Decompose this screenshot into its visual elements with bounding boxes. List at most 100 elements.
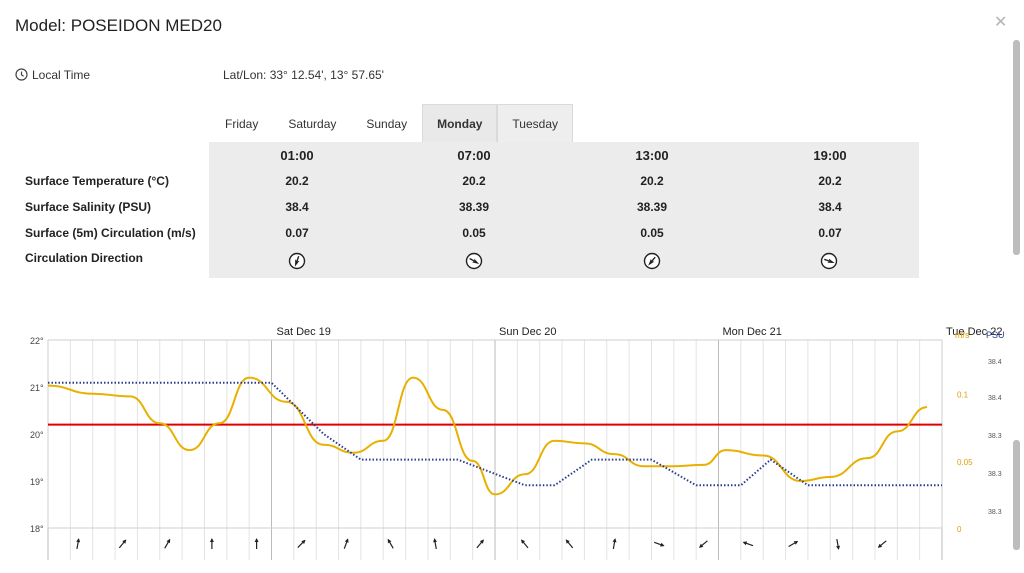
wind-arrow bbox=[476, 539, 484, 549]
forecast-panel bbox=[209, 142, 919, 278]
wind-arrow bbox=[788, 540, 799, 548]
speed-tick-label: 0.05 bbox=[957, 458, 973, 467]
direction-icon bbox=[643, 252, 661, 270]
time-header: 13:00 bbox=[635, 148, 669, 163]
series-line-salinity bbox=[48, 381, 942, 487]
arrow-head bbox=[827, 258, 835, 264]
y-tick-label: 18° bbox=[30, 524, 44, 534]
arrow-head bbox=[294, 259, 300, 267]
time-header: 19:00 bbox=[813, 148, 847, 163]
salinity-value: 38.4 bbox=[818, 200, 842, 214]
wind-arrow bbox=[209, 538, 214, 549]
wind-arrow-head bbox=[479, 539, 484, 544]
wind-arrow bbox=[653, 541, 665, 547]
speed-tick-label: 0 bbox=[957, 525, 962, 534]
wind-arrow bbox=[742, 541, 754, 547]
plot-border bbox=[47, 339, 943, 529]
circulation-value: 0.07 bbox=[285, 226, 309, 240]
direction-arrow bbox=[824, 258, 835, 264]
time-header: 01:00 bbox=[280, 148, 314, 163]
wind-arrow-head bbox=[877, 543, 883, 548]
scrollbar-lower[interactable] bbox=[1013, 440, 1020, 550]
tab-monday[interactable]: Monday bbox=[422, 104, 498, 142]
salinity-tick-label: 38.3 bbox=[988, 509, 1002, 516]
circulation-value: 0.07 bbox=[818, 226, 842, 240]
direction-arrow bbox=[648, 256, 656, 266]
direction-icon bbox=[465, 252, 483, 270]
temperature-value: 20.2 bbox=[462, 174, 486, 188]
y-tick-label: 22° bbox=[30, 336, 44, 346]
temperature-value: 20.2 bbox=[818, 174, 842, 188]
time-header: 07:00 bbox=[457, 148, 491, 163]
salinity-value: 38.39 bbox=[636, 200, 668, 214]
clock-icon bbox=[15, 68, 28, 81]
tab-friday[interactable]: Friday bbox=[225, 117, 259, 131]
arrow-tail bbox=[651, 256, 656, 262]
close-icon[interactable]: ✕ bbox=[994, 14, 1008, 31]
series-line-circulation bbox=[47, 376, 928, 496]
row-label-salinity: Surface Salinity (PSU) bbox=[25, 200, 152, 214]
wind-arrow bbox=[877, 540, 887, 548]
y-tick-label: 21° bbox=[30, 383, 44, 393]
wind-arrow-head bbox=[520, 539, 526, 544]
wind-arrow-head bbox=[387, 538, 392, 544]
wind-arrow bbox=[254, 538, 259, 549]
salinity-tick-label: 38.4 bbox=[988, 395, 1002, 402]
y-tick-label: 20° bbox=[30, 430, 44, 440]
wind-arrow bbox=[387, 538, 394, 549]
circulation-value: 0.05 bbox=[462, 226, 486, 240]
temperature-value: 20.2 bbox=[285, 174, 309, 188]
wind-arrow-head bbox=[433, 538, 438, 543]
arrow-tail bbox=[469, 257, 475, 262]
wind-arrow bbox=[343, 538, 349, 549]
tab-tuesday[interactable]: Tuesday bbox=[497, 104, 574, 142]
salinity-unit-label: PSU bbox=[986, 330, 1005, 340]
wind-arrow-head bbox=[254, 538, 259, 542]
tab-saturday[interactable]: Saturday bbox=[288, 117, 337, 131]
day-label: Sun Dec 20 bbox=[499, 326, 556, 338]
arrow-tail bbox=[296, 256, 300, 262]
arrow-tail bbox=[824, 258, 830, 262]
row-label-circulation: Surface (5m) Circulation (m/s) bbox=[25, 226, 196, 240]
day-tabs: Friday Saturday Sunday Monday Tuesday bbox=[210, 104, 574, 142]
wind-arrow bbox=[118, 539, 127, 549]
wind-arrow bbox=[699, 540, 708, 548]
wind-arrow bbox=[164, 538, 171, 549]
temperature-value: 20.2 bbox=[640, 174, 664, 188]
wind-arrow-head bbox=[76, 538, 81, 543]
day-label: Mon Dec 21 bbox=[723, 326, 782, 338]
scrollbar[interactable] bbox=[1013, 40, 1020, 255]
wind-arrow bbox=[76, 538, 81, 550]
direction-icon bbox=[288, 252, 306, 270]
wind-arrow-head bbox=[209, 538, 214, 542]
direction-arrow bbox=[469, 257, 480, 264]
wind-arrow bbox=[433, 538, 438, 550]
salinity-tick-label: 38.4 bbox=[988, 359, 1002, 366]
wind-arrow bbox=[612, 538, 617, 550]
wind-arrow-head bbox=[612, 538, 617, 543]
page-title: Model: POSEIDON MED20 bbox=[15, 16, 222, 35]
speed-tick-label: 0.1 bbox=[957, 391, 969, 400]
direction-arrow bbox=[294, 256, 300, 267]
latlon-label: Lat/Lon: 33° 12.54', 13° 57.65' bbox=[223, 68, 384, 82]
wind-arrow-head bbox=[166, 538, 171, 544]
salinity-tick-label: 38.3 bbox=[988, 433, 1002, 440]
wind-arrow-head bbox=[565, 539, 570, 544]
day-label: Sat Dec 19 bbox=[277, 326, 331, 338]
wind-arrow-head bbox=[122, 539, 127, 544]
wind-arrow bbox=[836, 538, 841, 550]
wind-arrow-head bbox=[344, 538, 349, 543]
y-tick-label: 19° bbox=[30, 477, 44, 487]
wind-arrow bbox=[520, 539, 529, 549]
speed-unit-label: m/s bbox=[955, 330, 970, 340]
wind-arrow-head bbox=[836, 545, 841, 550]
day-label: Tue Dec 22 bbox=[946, 326, 1002, 338]
wind-arrow-head bbox=[742, 541, 748, 546]
direction-icon bbox=[820, 252, 838, 270]
arrow-head bbox=[472, 258, 480, 264]
wind-arrow-head bbox=[699, 543, 704, 548]
wind-arrow-head bbox=[793, 541, 799, 545]
tab-sunday[interactable]: Sunday bbox=[366, 117, 408, 131]
wind-arrow bbox=[565, 539, 574, 549]
circulation-value: 0.05 bbox=[640, 226, 664, 240]
